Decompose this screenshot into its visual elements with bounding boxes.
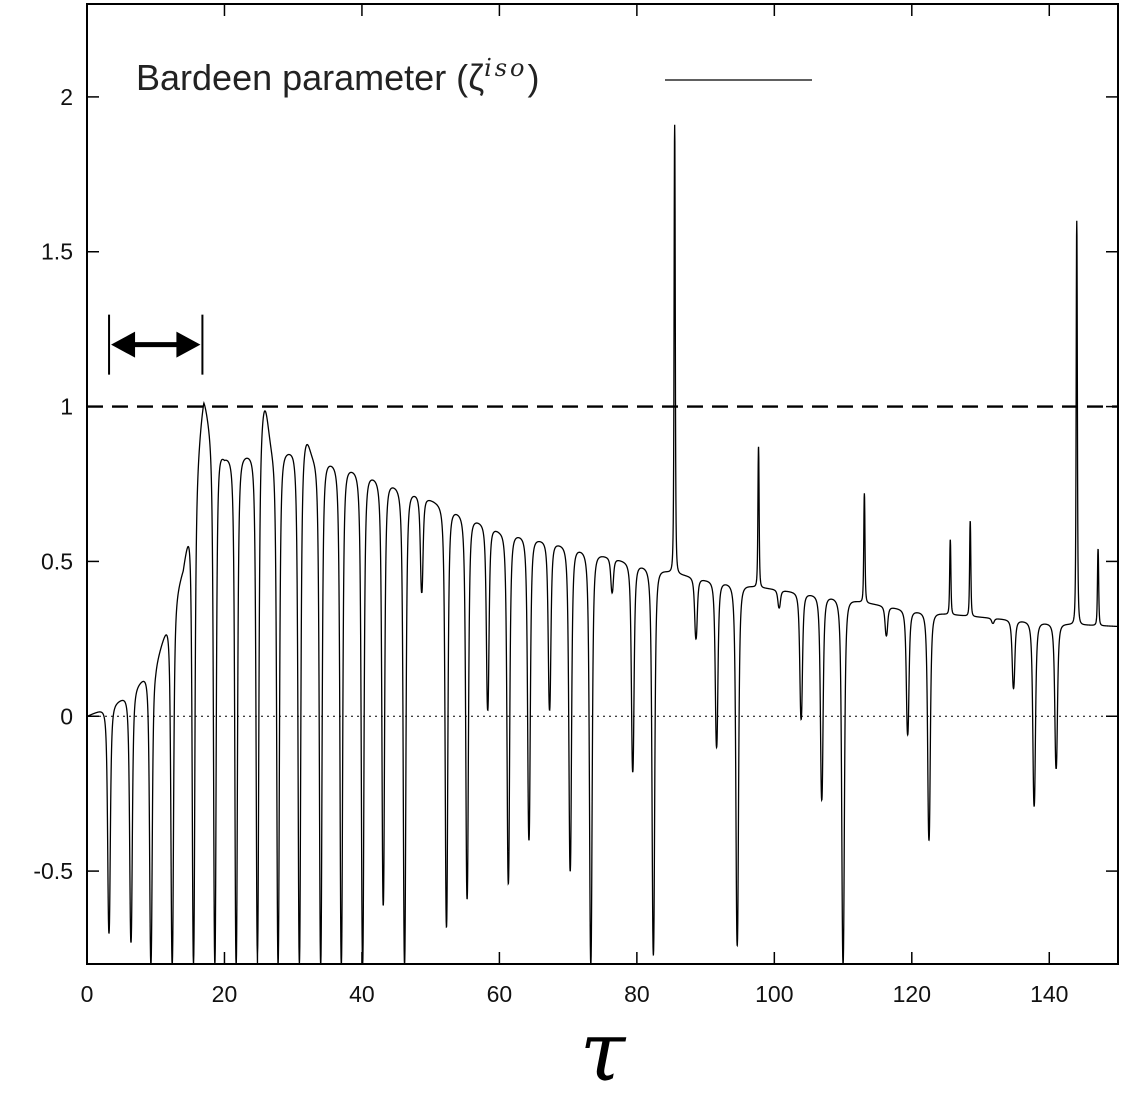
legend-label: Bardeen parameter (ζiso) bbox=[136, 54, 540, 98]
y-tick-label: 0.5 bbox=[41, 548, 73, 574]
annotation-arrowhead-left bbox=[111, 331, 136, 358]
legend: Bardeen parameter (ζiso) bbox=[136, 54, 812, 98]
legend-label-symbol: ζ bbox=[468, 57, 484, 98]
legend-label-superscript: iso bbox=[484, 54, 527, 82]
range-annotation bbox=[108, 314, 204, 375]
x-tick-label: 40 bbox=[349, 981, 375, 1007]
y-tick-label: -0.5 bbox=[33, 858, 73, 884]
x-tick-label: 120 bbox=[893, 981, 931, 1007]
y-tick-label: 0 bbox=[60, 703, 73, 729]
y-tick-label: 1 bbox=[60, 394, 73, 420]
legend-label-close: ) bbox=[528, 57, 540, 98]
legend-label-main: Bardeen parameter ( bbox=[136, 57, 468, 98]
series-line-bardeen-parameter bbox=[87, 124, 1118, 964]
y-tick-label: 1.5 bbox=[41, 239, 73, 265]
x-axis-label: τ bbox=[580, 1005, 627, 1093]
x-tick-label: 0 bbox=[81, 981, 94, 1007]
x-tick-label: 80 bbox=[624, 981, 650, 1007]
x-tick-label: 100 bbox=[755, 981, 793, 1007]
y-tick-label: 2 bbox=[60, 84, 73, 110]
x-tick-label: 140 bbox=[1030, 981, 1068, 1007]
x-tick-label: 20 bbox=[212, 981, 238, 1007]
x-tick-label: 60 bbox=[487, 981, 513, 1007]
annotation-arrowhead-right bbox=[176, 331, 201, 358]
plot-area-frame bbox=[86, 3, 1119, 965]
